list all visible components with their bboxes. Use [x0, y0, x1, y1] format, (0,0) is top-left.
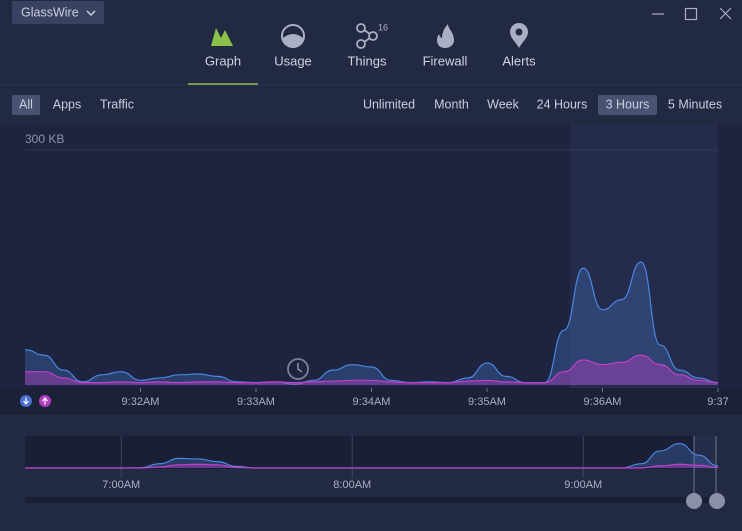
x-tick-label: 9:34AM: [353, 396, 391, 408]
upload-arrow: [42, 397, 48, 405]
overview-bg: [25, 436, 716, 469]
graph-icon: [211, 28, 233, 46]
maximize-button[interactable]: [684, 7, 698, 21]
graph-highlight: [570, 125, 718, 388]
range-button[interactable]: 24 Hours: [537, 97, 588, 111]
x-tick-label: 9:32AM: [122, 396, 160, 408]
download-arrow: [23, 397, 29, 405]
clock-hands: [297, 363, 303, 373]
dropdown-caret: [86, 10, 96, 17]
nav-label[interactable]: Usage: [274, 53, 312, 68]
x-tick-label: 9:35AM: [468, 396, 506, 408]
x-tick-label: 8:00AM: [333, 479, 371, 491]
overview-handle[interactable]: [709, 493, 725, 509]
things-icon: [356, 23, 378, 49]
nav-badge: 16: [378, 22, 388, 32]
filter-selected-bg: [12, 95, 40, 115]
range-button[interactable]: 5 Minutes: [668, 97, 722, 111]
overview-scroll-track: [25, 497, 716, 503]
filter-button[interactable]: Apps: [53, 97, 82, 111]
x-tick-label: 9:33AM: [237, 396, 275, 408]
alerts-icon-dot: [515, 28, 523, 36]
area-fill: [25, 464, 718, 468]
time-axis-bg: [0, 388, 742, 415]
nav-label[interactable]: Alerts: [502, 53, 536, 68]
x-tick-label: 7:00AM: [102, 479, 140, 491]
y-tick-label: 300 KB: [25, 132, 64, 146]
range-selected-bg: [598, 95, 657, 115]
clock-icon[interactable]: [287, 358, 309, 380]
area-fill: [25, 443, 718, 468]
range-button[interactable]: 3 Hours: [606, 97, 650, 111]
close-button[interactable]: [719, 7, 732, 20]
x-tick-label: 9:00AM: [564, 479, 602, 491]
area-line: [24, 261, 719, 385]
nav-label[interactable]: Firewall: [423, 53, 468, 68]
range-button[interactable]: Unlimited: [363, 97, 415, 111]
app-menu-label[interactable]: GlassWire: [21, 5, 79, 19]
x-tick-label: 9:36AM: [584, 396, 622, 408]
app-menu[interactable]: [12, 1, 104, 24]
overview-handle[interactable]: [686, 493, 702, 509]
filter-button[interactable]: Traffic: [100, 97, 134, 111]
firewall-icon: [437, 24, 454, 48]
nav-label[interactable]: Things: [347, 53, 387, 68]
area-line: [24, 354, 719, 384]
nav-label[interactable]: Graph: [205, 53, 241, 68]
x-tick-label: 9:37: [707, 396, 728, 408]
range-button[interactable]: Month: [434, 97, 469, 111]
overview-window: [694, 436, 716, 469]
range-button[interactable]: Week: [487, 97, 519, 111]
filter-button[interactable]: All: [19, 97, 33, 111]
area-line: [25, 463, 719, 469]
usage-icon-fill: [283, 34, 303, 48]
area-fill: [25, 262, 718, 385]
